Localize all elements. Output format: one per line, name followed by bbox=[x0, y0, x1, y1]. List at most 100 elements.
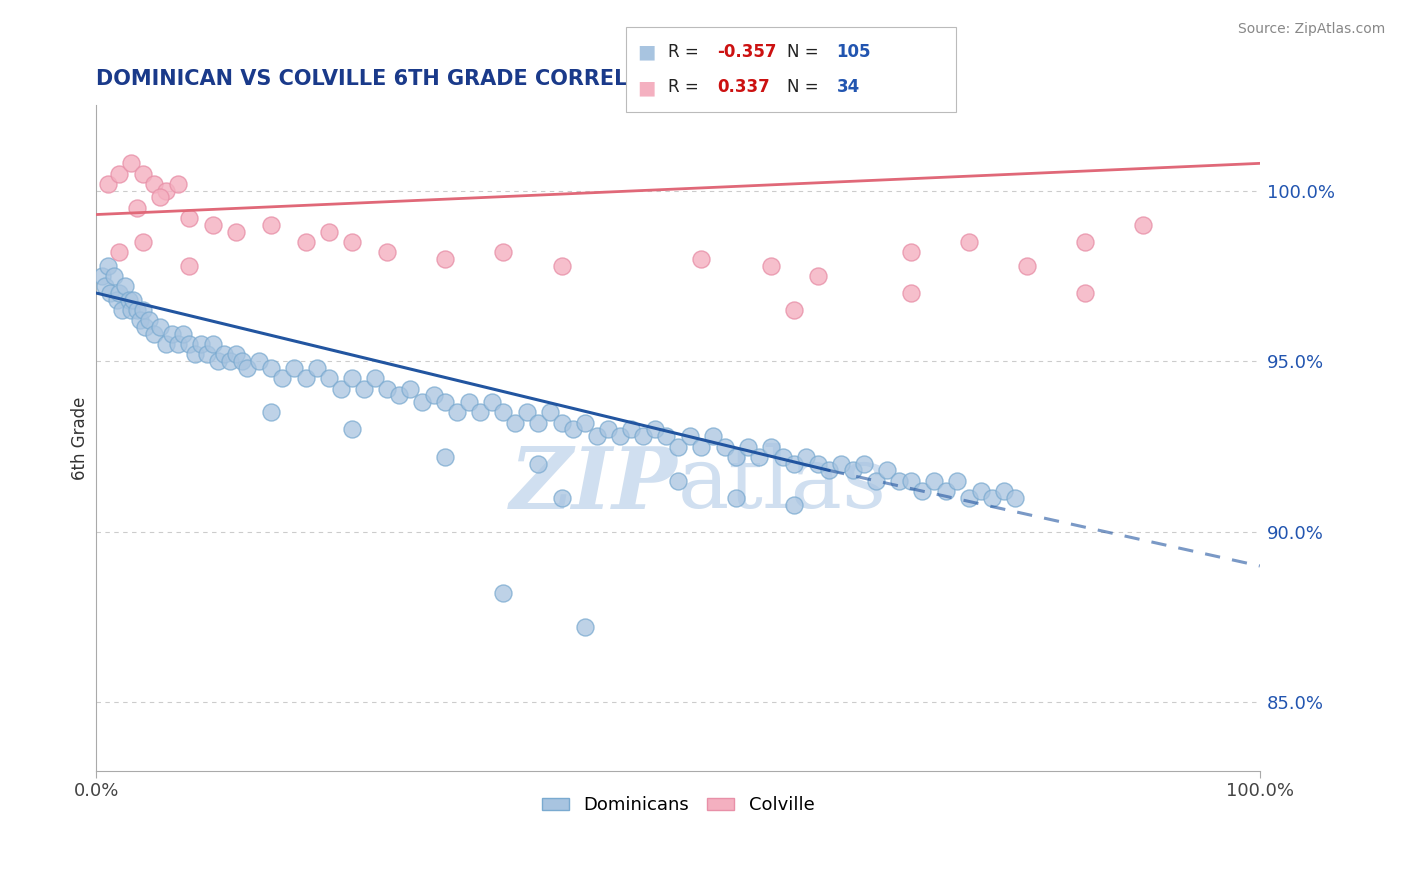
Text: 0.337: 0.337 bbox=[717, 78, 770, 96]
Point bbox=[666, 440, 689, 454]
Text: Source: ZipAtlas.com: Source: ZipAtlas.com bbox=[1237, 22, 1385, 37]
Point bbox=[103, 268, 125, 283]
Point bbox=[1017, 259, 1039, 273]
Point bbox=[212, 347, 235, 361]
Point bbox=[574, 620, 596, 634]
Point bbox=[225, 225, 247, 239]
Point bbox=[993, 483, 1015, 498]
Point bbox=[318, 225, 340, 239]
Point bbox=[631, 429, 654, 443]
Point bbox=[225, 347, 247, 361]
Point bbox=[201, 218, 224, 232]
Y-axis label: 6th Grade: 6th Grade bbox=[72, 396, 89, 480]
Point bbox=[946, 474, 969, 488]
Text: 34: 34 bbox=[837, 78, 860, 96]
Point bbox=[655, 429, 678, 443]
Point bbox=[340, 422, 363, 436]
Text: 105: 105 bbox=[837, 43, 872, 61]
Point bbox=[434, 450, 457, 464]
Point bbox=[98, 285, 121, 300]
Point bbox=[129, 313, 152, 327]
Point bbox=[911, 483, 934, 498]
Point bbox=[492, 405, 515, 419]
Point bbox=[550, 259, 572, 273]
Point bbox=[585, 429, 607, 443]
Point bbox=[219, 354, 242, 368]
Point bbox=[794, 450, 817, 464]
Point bbox=[759, 259, 782, 273]
Point bbox=[108, 285, 131, 300]
Point bbox=[759, 440, 782, 454]
Point bbox=[807, 268, 830, 283]
Point bbox=[678, 429, 700, 443]
Point bbox=[807, 457, 830, 471]
Point bbox=[492, 586, 515, 600]
Point bbox=[172, 326, 194, 341]
Point bbox=[155, 184, 177, 198]
Point bbox=[492, 245, 515, 260]
Point bbox=[737, 440, 759, 454]
Legend: Dominicans, Colville: Dominicans, Colville bbox=[534, 789, 821, 822]
Point bbox=[900, 474, 922, 488]
Point bbox=[166, 337, 188, 351]
Point bbox=[108, 167, 131, 181]
Point bbox=[900, 245, 922, 260]
Text: ■: ■ bbox=[637, 78, 655, 97]
Point bbox=[97, 177, 120, 191]
Point bbox=[422, 388, 444, 402]
Point bbox=[1074, 235, 1097, 249]
Point bbox=[562, 422, 585, 436]
Point bbox=[574, 416, 596, 430]
Point bbox=[149, 190, 172, 204]
Point bbox=[260, 405, 283, 419]
Point bbox=[516, 405, 538, 419]
Point bbox=[132, 303, 155, 318]
Point bbox=[294, 235, 316, 249]
Point bbox=[969, 483, 991, 498]
Point bbox=[935, 483, 957, 498]
Point bbox=[143, 326, 166, 341]
Point bbox=[922, 474, 945, 488]
Point bbox=[783, 457, 806, 471]
Point bbox=[114, 279, 136, 293]
Point bbox=[865, 474, 887, 488]
Text: atlas: atlas bbox=[678, 443, 887, 526]
Point bbox=[97, 259, 120, 273]
Point bbox=[620, 422, 643, 436]
Point bbox=[1132, 218, 1154, 232]
Point bbox=[247, 354, 270, 368]
Point bbox=[713, 440, 735, 454]
Point bbox=[470, 405, 492, 419]
Point bbox=[260, 218, 283, 232]
Point bbox=[122, 293, 145, 307]
Point bbox=[125, 303, 148, 318]
Point bbox=[725, 491, 748, 505]
Point bbox=[236, 361, 259, 376]
Point bbox=[434, 252, 457, 266]
Point bbox=[353, 382, 375, 396]
Point bbox=[125, 201, 148, 215]
Point bbox=[179, 211, 201, 225]
Point bbox=[609, 429, 631, 443]
Point bbox=[190, 337, 212, 351]
Point bbox=[149, 320, 172, 334]
Point bbox=[195, 347, 218, 361]
Point bbox=[179, 337, 201, 351]
Point bbox=[853, 457, 876, 471]
Point bbox=[375, 382, 398, 396]
Point bbox=[179, 259, 201, 273]
Point bbox=[364, 371, 387, 385]
Text: DOMINICAN VS COLVILLE 6TH GRADE CORRELATION CHART: DOMINICAN VS COLVILLE 6TH GRADE CORRELAT… bbox=[96, 69, 785, 88]
Point bbox=[900, 285, 922, 300]
Point bbox=[143, 177, 166, 191]
Point bbox=[399, 382, 422, 396]
Text: N =: N = bbox=[787, 78, 818, 96]
Point bbox=[772, 450, 794, 464]
Point bbox=[783, 303, 806, 318]
Text: R =: R = bbox=[668, 43, 699, 61]
Point bbox=[138, 313, 160, 327]
Point bbox=[91, 268, 114, 283]
Point bbox=[830, 457, 852, 471]
Point bbox=[132, 167, 155, 181]
Point bbox=[481, 395, 503, 409]
